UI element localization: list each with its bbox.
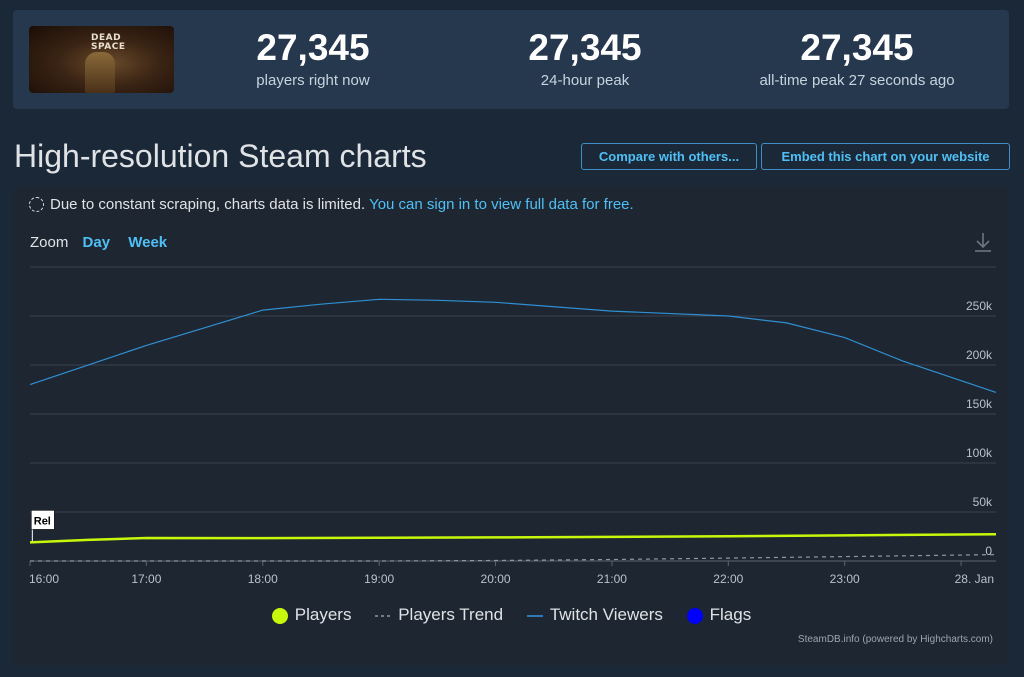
game-cover-image[interactable]: DEAD SPACE xyxy=(29,26,174,93)
download-icon[interactable] xyxy=(973,231,993,255)
y-tick-label: 0 xyxy=(985,544,992,558)
players-line xyxy=(29,532,997,544)
peak-24h-label: 24-hour peak xyxy=(540,72,630,89)
spinner-icon xyxy=(29,197,44,212)
stat-players-now: 27,345 players right now xyxy=(223,28,403,92)
legend-trend-label: Players Trend xyxy=(398,605,504,624)
x-tick-label: 28. Jan xyxy=(955,572,994,586)
chart-panel: Due to constant scraping, charts data is… xyxy=(13,187,1009,665)
y-tick-label: 200k xyxy=(966,348,993,362)
players-now-label: players right now xyxy=(256,72,370,89)
legend-players-label: Players xyxy=(294,605,352,624)
steam-chart: 0 50k 100k 150k 200k 250k 16:00 17:00 18:00 19:00… xyxy=(29,266,997,586)
game-logo-text: DEAD SPACE xyxy=(91,33,126,52)
x-tick-label: 18:00 xyxy=(248,572,278,586)
peak-all-value: 27,345 xyxy=(800,27,914,68)
y-tick-label: 250k xyxy=(966,299,993,313)
legend-flags-label: Flags xyxy=(709,605,752,624)
stats-panel: DEAD SPACE 27,345 players right now 27,3… xyxy=(13,10,1009,109)
x-tick-label: 17:00 xyxy=(131,572,161,586)
legend-players[interactable]: Players xyxy=(271,605,352,625)
y-tick-label: 50k xyxy=(973,495,993,509)
zoom-week-button[interactable]: Week xyxy=(128,234,168,251)
stat-24h-peak: 27,345 24-hour peak xyxy=(495,28,675,92)
embed-button[interactable]: Embed this chart on your website xyxy=(761,143,1010,170)
players-trend-line xyxy=(30,554,997,562)
chart-legend: Players Players Trend Twitch Viewers Fla… xyxy=(13,605,1009,625)
x-tick-label: 21:00 xyxy=(597,572,627,586)
zoom-label: Zoom xyxy=(30,234,69,251)
players-now-value: 27,345 xyxy=(256,27,370,68)
legend-flags[interactable]: Flags xyxy=(686,605,752,625)
legend-twitch-viewers[interactable]: Twitch Viewers xyxy=(526,605,663,625)
legend-twitch-symbol xyxy=(526,614,543,617)
x-tick-label: 19:00 xyxy=(364,572,394,586)
data-limit-notice: Due to constant scraping, charts data is… xyxy=(29,195,634,215)
y-tick-label: 150k xyxy=(966,397,993,411)
flag-label: Rel xyxy=(34,515,51,527)
x-tick-label: 16:00 xyxy=(29,572,59,586)
y-tick-label: 100k xyxy=(966,446,993,460)
page-title: High-resolution Steam charts xyxy=(14,138,427,174)
flag-box xyxy=(31,510,55,530)
zoom-day-button[interactable]: Day xyxy=(82,234,111,251)
game-figure xyxy=(85,52,115,93)
x-tick-label: 22:00 xyxy=(713,572,743,586)
x-tick-label: 20:00 xyxy=(481,572,511,586)
x-tick-label: 23:00 xyxy=(830,572,860,586)
stat-all-time-peak: 27,345 all-time peak 27 seconds ago xyxy=(737,28,977,92)
notice-text: Due to constant scraping, charts data is… xyxy=(50,196,366,213)
legend-twitch-label: Twitch Viewers xyxy=(549,605,663,624)
chart-credits[interactable]: SteamDB.info (powered by Highcharts.com) xyxy=(797,634,993,645)
legend-players-symbol xyxy=(271,607,288,624)
legend-flags-symbol xyxy=(686,607,703,624)
compare-button[interactable]: Compare with others... xyxy=(581,143,757,170)
sign-in-link[interactable]: You can sign in to view full data for fr… xyxy=(369,196,634,213)
peak-24h-value: 27,345 xyxy=(528,27,642,68)
zoom-controls: Zoom Day Week xyxy=(30,233,181,253)
legend-trend-symbol xyxy=(375,614,392,617)
peak-all-label: all-time peak 27 seconds ago xyxy=(759,72,955,89)
twitch-viewers-line xyxy=(29,298,997,393)
legend-players-trend[interactable]: Players Trend xyxy=(374,605,503,625)
